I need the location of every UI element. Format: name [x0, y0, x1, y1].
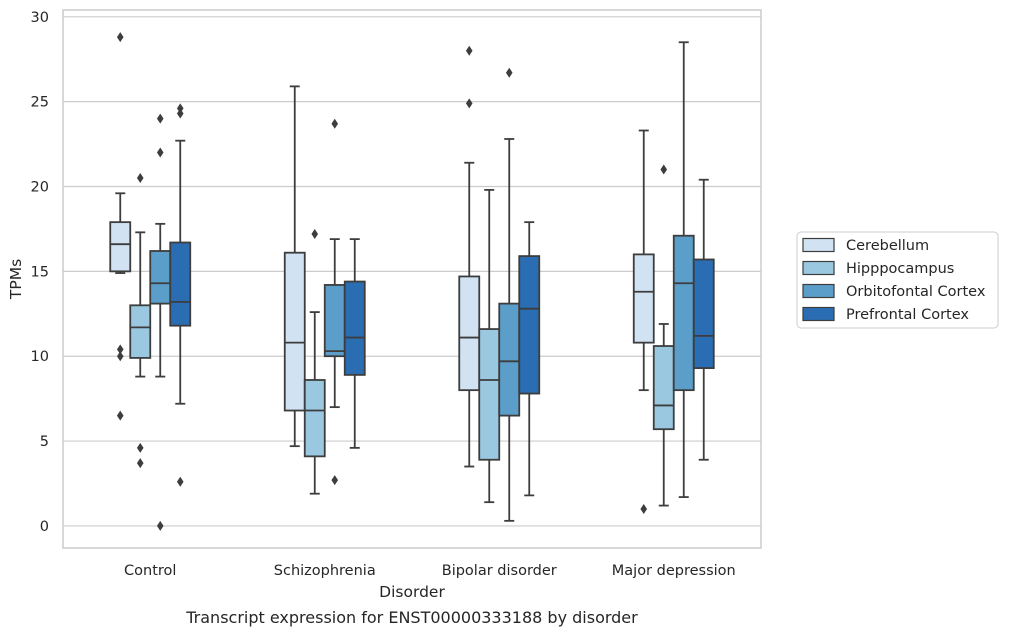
- box: [672, 234, 695, 392]
- legend-swatch: [802, 260, 835, 276]
- box-group: [478, 188, 501, 504]
- outlier-point: [311, 229, 319, 240]
- y-axis-label: TPMs: [7, 259, 25, 300]
- box: [149, 250, 172, 305]
- chart-caption: Transcript expression for ENST0000033318…: [185, 608, 638, 627]
- box-group: [109, 32, 132, 421]
- outlier-point: [156, 520, 164, 531]
- box-plot-area: [109, 32, 715, 531]
- y-tick-label: 5: [40, 434, 49, 450]
- box: [652, 345, 675, 431]
- box: [518, 255, 541, 395]
- box-group: [632, 129, 655, 514]
- legend-label: Cerebellum: [846, 238, 929, 254]
- box-group: [343, 238, 366, 449]
- legend-swatch: [802, 237, 835, 253]
- outlier-point: [176, 476, 184, 487]
- legend: Cerebellum Hipppocampus Orbitofontal Corte…: [796, 231, 999, 329]
- outlier-point: [116, 32, 124, 43]
- box: [692, 258, 715, 370]
- box: [303, 379, 326, 458]
- box: [169, 241, 192, 327]
- outlier-point: [640, 503, 648, 514]
- box-group: [129, 173, 152, 469]
- box-group: [323, 118, 346, 486]
- outlier-point: [136, 458, 144, 469]
- box: [323, 284, 346, 358]
- legend-label: Prefrontal Cortex: [846, 307, 969, 323]
- box: [498, 302, 521, 417]
- y-tick-label: 15: [31, 264, 49, 280]
- legend-label: Hipppocampus: [846, 261, 954, 277]
- outlier-point: [136, 173, 144, 184]
- box-group: [672, 41, 695, 498]
- y-tick-label: 30: [31, 10, 49, 26]
- box-group: [169, 103, 192, 487]
- box: [343, 280, 366, 376]
- box-group: [283, 85, 306, 448]
- plot-frame: [62, 9, 762, 549]
- box: [632, 253, 655, 344]
- y-tick-label: 25: [31, 95, 49, 111]
- legend-swatch: [802, 283, 835, 299]
- box-group: [498, 67, 521, 522]
- outlier-point: [116, 410, 124, 421]
- x-axis-ticks: Control Schizophrenia Bipolar disorder Majo…: [124, 563, 736, 579]
- outlier-point: [176, 103, 184, 114]
- box-group: [458, 45, 481, 468]
- outlier-point: [136, 442, 144, 453]
- x-tick-label: Bipolar disorder: [442, 563, 557, 579]
- outlier-point: [660, 164, 668, 175]
- box-group: [692, 178, 715, 461]
- box-group: [652, 164, 675, 507]
- box-group: [149, 113, 172, 531]
- box: [109, 221, 132, 273]
- y-axis-ticks: 0 5 10 15 20 25 30: [31, 10, 49, 535]
- outlier-point: [465, 45, 473, 56]
- outlier-point: [156, 113, 164, 124]
- outlier-point: [331, 475, 339, 486]
- legend-swatch: [802, 306, 835, 322]
- x-tick-label: Major depression: [612, 563, 736, 579]
- box-group: [303, 229, 326, 495]
- outlier-point: [176, 108, 184, 119]
- outlier-point: [465, 98, 473, 109]
- outlier-point: [156, 147, 164, 158]
- outlier-point: [116, 351, 124, 362]
- outlier-point: [116, 344, 124, 355]
- y-tick-label: 0: [40, 519, 49, 535]
- box-group: [518, 221, 541, 497]
- box: [458, 275, 481, 392]
- legend-frame: [796, 231, 999, 329]
- y-tick-label: 10: [31, 349, 49, 365]
- box: [478, 328, 501, 461]
- x-axis-label: Disorder: [379, 583, 445, 601]
- legend-label: Orbitofontal Cortex: [846, 284, 986, 300]
- outlier-point: [331, 118, 339, 129]
- box: [283, 251, 306, 412]
- x-tick-label: Schizophrenia: [274, 563, 376, 579]
- outlier-point: [505, 67, 513, 78]
- y-tick-label: 20: [31, 180, 49, 196]
- x-tick-label: Control: [124, 563, 176, 579]
- box: [129, 304, 152, 359]
